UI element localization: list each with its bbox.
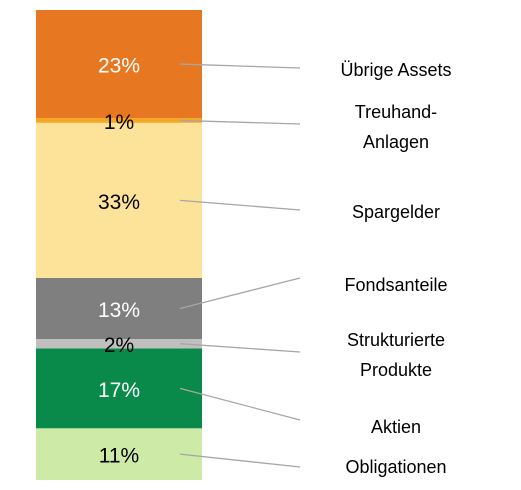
value-label: 1% [104,111,134,134]
leader-line [179,63,301,69]
bar-segment [36,339,202,349]
legend-label: Übrige Assets [340,60,452,80]
legend-label: Obligationen [345,457,447,477]
value-label: 11% [99,445,139,468]
leader-line [179,277,301,310]
leader-line [179,387,301,421]
bar-segment [36,428,202,480]
value-label: 17% [98,379,140,402]
legend-label: Strukturierte Produkte [346,330,446,380]
leader-line [179,119,301,125]
value-label: 2% [104,334,134,357]
legend-label: Fondsanteile [344,275,448,295]
legend-label: Spargelder [351,202,441,222]
bar-segment [36,348,202,429]
bar-segment [36,118,202,123]
bar-segment [36,122,202,278]
legend-label: Aktien [370,417,422,437]
leader-line [179,343,301,353]
leader-line [179,453,301,468]
legend-label: Treuhand- Anlagen [354,102,438,152]
bar-segment [36,10,202,119]
value-label: 23% [98,55,140,78]
leader-line [179,199,301,211]
bar-segment [36,277,202,339]
value-label: 13% [98,299,140,322]
value-label: 33% [98,191,140,214]
